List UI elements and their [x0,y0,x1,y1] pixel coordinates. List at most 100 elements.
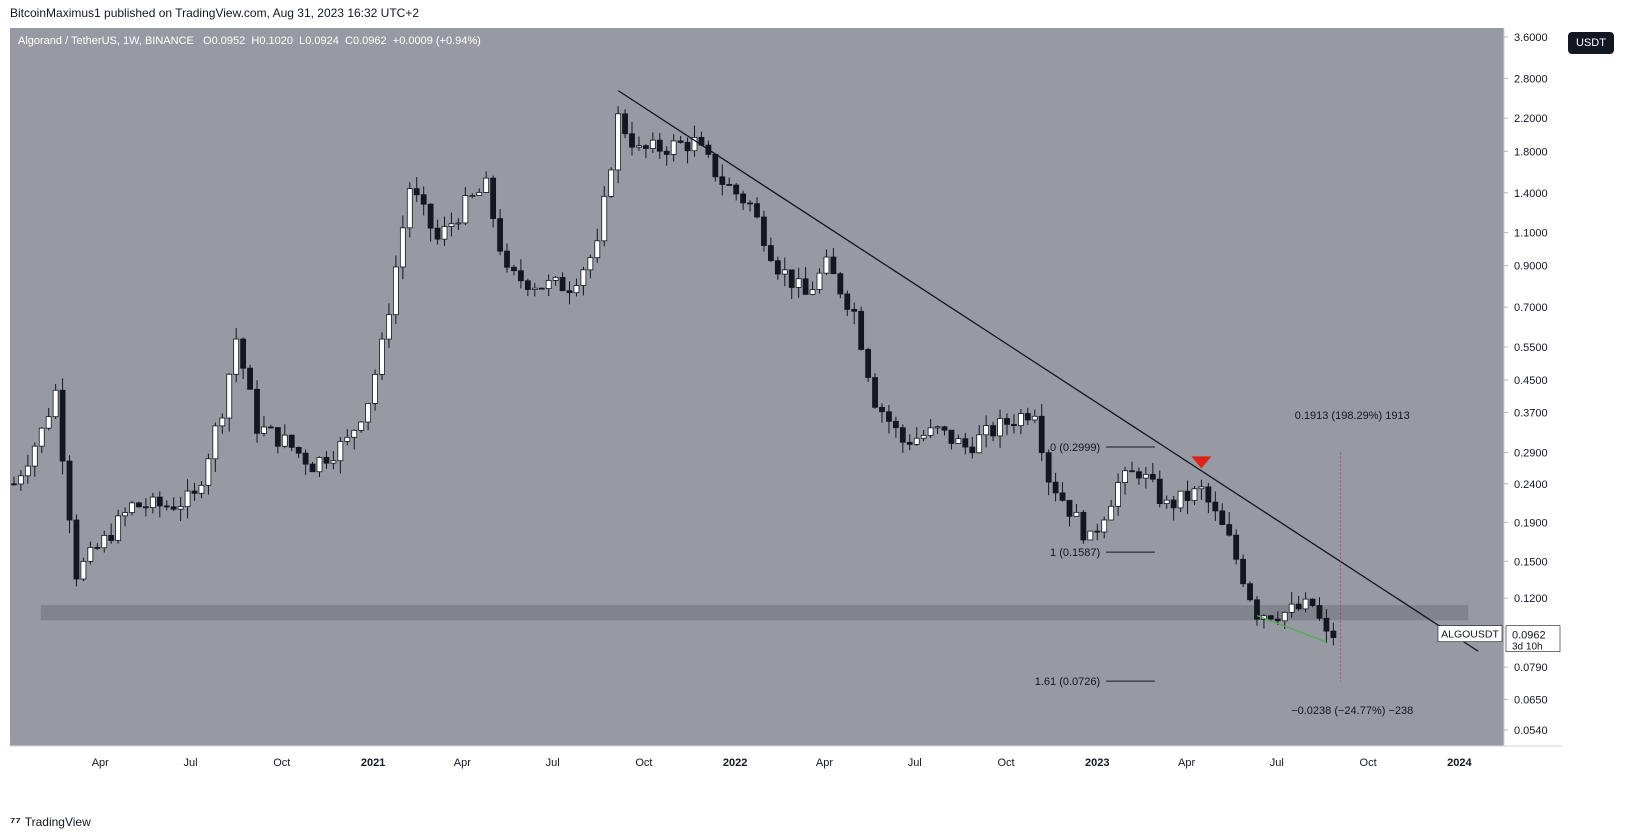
candle-body-2022-05-29 [879,406,885,413]
candle-body-2021-02-21 [420,194,427,205]
price-tick-1.4000: 1.4000 [1514,188,1548,200]
candle-body-2022-03-20 [809,289,816,295]
price-tick-3.6000: 3.6000 [1514,32,1548,44]
candle-body-2021-05-02 [490,177,497,219]
candle-body-2023-05-21 [1233,534,1240,560]
candle-body-2023-01-08 [1101,519,1108,533]
price-tick-1.8000: 1.8000 [1514,146,1548,158]
candle-body-2021-08-15 [594,240,601,259]
candle-body-2021-11-07 [677,140,684,143]
measure-up-label: 0.1913 (198.29%) 1913 [1295,410,1410,422]
time-tick-Jul-13: Jul [1270,757,1284,769]
candle-body-2021-10-24 [663,150,670,155]
price-tick-0.2400: 0.2400 [1514,479,1548,491]
candle-body-2023-07-16 [1288,603,1295,613]
candle-body-2022-01-16 [747,202,753,205]
candle-body-2022-10-09 [1011,423,1017,427]
candle-body-2022-10-30 [1031,415,1038,421]
candle-body-2021-01-10 [379,338,385,375]
price-chart[interactable]: 0 (0.2999) 1 (0.1587) 1.61 (0.0726) 0.1913 … [10,28,1562,778]
candle-body-2021-07-18 [566,290,573,294]
candle-body-2021-10-17 [656,139,663,152]
candle-body-2023-07-23 [1295,603,1302,610]
candle-body-2022-06-05 [886,411,892,422]
candle-body-2023-05-28 [1240,558,1246,585]
green-divergence-line [1256,615,1327,643]
candle-body-2021-04-11 [469,195,476,197]
candle-body-2022-02-06 [767,245,774,262]
time-tick-2021-3: 2021 [361,757,385,769]
candle-body-2022-01-30 [761,216,767,246]
candle-body-2020-05-24 [149,496,156,508]
low-value: 0.0924 [305,35,339,47]
candle-body-2022-12-11 [1073,511,1080,517]
candle-body-2020-08-30 [247,367,253,390]
candle-body-2020-05-03 [129,502,135,513]
candle-body-2021-01-31 [399,227,406,268]
candle-body-2022-10-23 [1024,413,1031,421]
candle-body-2020-11-01 [309,463,316,473]
candle-body-2023-07-30 [1302,598,1309,610]
candle-body-2020-09-20 [268,426,274,429]
candle-body-2022-07-17 [927,427,934,436]
candle-body-2020-04-19 [115,515,122,541]
candle-body-2022-05-15 [865,349,872,378]
candle-body-2023-02-05 [1129,470,1135,473]
plot-background [10,28,1504,746]
candle-body-2020-09-06 [254,388,260,434]
candle-body-2021-01-17 [386,314,392,340]
candle-body-2021-10-31 [670,140,677,155]
time-tick-Apr-0: Apr [92,757,109,769]
price-tick-2.8000: 2.8000 [1514,73,1548,85]
last-price-box [1505,625,1561,652]
price-tick-0.7000: 0.7000 [1514,302,1548,314]
candle-body-2020-11-22 [330,460,337,464]
candle-body-2022-10-02 [1004,418,1010,425]
candle-body-2020-09-13 [261,426,267,434]
candle-body-2020-06-14 [170,506,177,510]
currency-button[interactable]: USDT [1568,32,1614,54]
candle-body-2023-05-07 [1219,510,1226,525]
candle-body-2023-04-23 [1205,486,1212,503]
fib-161-label: 1.61 (0.0726) [1035,676,1100,688]
candle-body-2020-02-02 [38,427,45,447]
candle-body-2020-02-23 [59,389,66,462]
time-tick-Jul-9: Jul [908,757,922,769]
candle-body-2021-05-16 [504,250,510,268]
candle-body-2020-12-06 [344,436,351,442]
chart-area[interactable]: 0 (0.2999) 1 (0.1587) 1.61 (0.0726) 0.1913 … [10,28,1562,778]
candle-body-2021-04-04 [462,195,469,224]
candle-body-2022-01-23 [754,203,760,218]
candle-body-2022-04-10 [830,256,837,275]
candle-body-2021-01-24 [393,266,399,316]
candle-body-2022-02-20 [781,269,788,275]
candle-body-2022-07-31 [941,426,948,431]
candle-body-2023-02-19 [1142,473,1149,479]
candle-body-2021-12-12 [712,153,719,178]
candle-body-2021-02-28 [427,203,434,229]
candle-body-2021-03-21 [448,223,455,227]
candle-body-2023-04-02 [1184,490,1191,501]
candle-body-2023-01-01 [1094,530,1101,533]
footer-brand[interactable]: ⁷⁷ TradingView [10,814,91,829]
candle-body-2023-06-04 [1247,583,1253,601]
price-tick-0.1500: 0.1500 [1514,556,1548,568]
time-tick-Oct-10: Oct [997,757,1014,769]
candle-body-2021-06-27 [545,280,552,289]
price-tick-0.2900: 0.2900 [1514,448,1548,460]
candle-body-2021-05-23 [511,266,517,272]
candle-body-2020-08-16 [233,338,240,375]
close-value: 0.0962 [352,35,387,47]
candle-body-2022-12-18 [1080,511,1087,541]
time-tick-Oct-14: Oct [1360,757,1377,769]
candle-body-2020-01-19 [24,465,31,477]
candle-body-2022-07-10 [920,435,927,439]
candle-body-2021-12-26 [726,184,733,186]
candle-body-2021-08-22 [601,195,608,242]
candle-body-2022-08-28 [969,446,976,454]
candle-body-2021-07-04 [552,276,559,281]
candle-body-2022-01-02 [733,184,740,195]
candle-body-2022-02-13 [774,260,781,275]
candle-body-2022-09-25 [997,418,1003,437]
candle-body-2020-10-11 [288,434,295,448]
